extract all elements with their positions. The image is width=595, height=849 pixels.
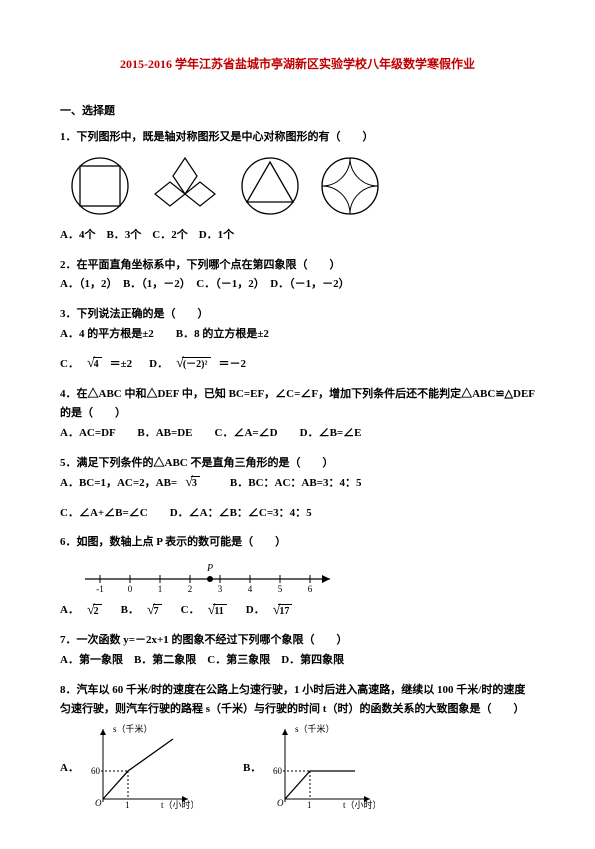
sqrt-2: √2 [87,604,102,619]
q3-text: 3．下列说法正确的是（ ） [60,305,535,325]
q1-figures [70,156,535,216]
svg-text:5: 5 [278,584,283,593]
svg-text:O: O [95,798,102,808]
svg-text:3: 3 [218,584,223,593]
svg-text:t（小时）: t（小时） [161,799,193,809]
q6-a: A． [60,601,79,621]
svg-text:6: 6 [308,584,313,593]
svg-text:O: O [277,798,284,808]
svg-text:1: 1 [125,800,130,809]
sqrt-7: √7 [147,604,162,619]
q8-charts: A． s（千米） t（小时） 60 1 O B． [60,724,535,809]
q1-text: 1．下列图形中，既是轴对称图形又是中心对称图形的有（ ） [60,128,535,148]
q6-text: 6．如图，数轴上点 P 表示的数可能是（ ） [60,533,535,553]
q3-c-prefix: C． [60,355,79,375]
q3-c-eq1: ＝±2 [110,355,133,375]
q8-label-a: A． [60,759,79,809]
svg-text:s（千米）: s（千米） [113,724,153,734]
q2-options: A．（1，2） B．（1，－2） C．（－1，2） D．（－1，－2） [60,275,535,295]
q2-text: 2．在平面直角坐标系中，下列哪个点在第四象限（ ） [60,256,535,276]
point-p-label: P [206,563,213,574]
q4-options: A．AC=DF B．AB=DE C．∠A=∠D D．∠B=∠E [60,424,535,444]
section-heading: 一、选择题 [60,102,535,118]
q1-fig-petals [320,156,380,216]
sqrt-3: √3 [185,476,200,491]
svg-text:0: 0 [128,584,133,593]
q8-chart-a: s（千米） t（小时） 60 1 O [83,724,193,809]
q8-chart-b: s（千米） t（小时） 60 1 O [265,724,375,809]
svg-text:1: 1 [307,800,312,809]
q1-fig-square-circle [70,156,130,216]
q6-numberline: -1 0 1 2 3 4 5 6 P [80,559,535,593]
svg-text:2: 2 [188,584,193,593]
q5-a-prefix: A．BC=1，AC=2，AB= [60,474,177,494]
q8-label-b: B． [243,759,261,809]
sqrt-4: √4 [87,357,102,372]
svg-text:60: 60 [91,766,101,776]
q1-fig-triangle-circle [240,156,300,216]
q1-fig-three-rhombi [150,156,220,216]
svg-text:60: 60 [273,766,283,776]
q6-b: B． [110,601,139,621]
sqrt-11: √11 [208,604,227,619]
svg-text:1: 1 [158,584,163,593]
q5-option-cd: C．∠A+∠B=∠C D．∠A：∠B：∠C=3：4：5 [60,504,535,524]
q5-text: 5．满足下列条件的△ABC 不是直角三角形的是（ ） [60,454,535,474]
q3-option-cd: C． √4 ＝±2 D． √(－2)² ＝－2 [60,355,535,375]
q6-options: A． √2 B． √7 C． √11 D． √17 [60,601,535,621]
sqrt-17: √17 [273,604,293,619]
q1-options: A．4个 B．3个 C．2个 D．1个 [60,226,535,246]
q7-text: 7．一次函数 y=－2x+1 的图象不经过下列哪个象限（ ） [60,631,535,651]
q6-d: D． [235,601,265,621]
q3-c-eq2: ＝－2 [219,355,247,375]
q8-text: 8．汽车以 60 千米/时的速度在公路上匀速行驶，1 小时后进入高速路，继续以 … [60,681,535,721]
q3-c-mid: D． [138,355,168,375]
svg-text:t（小时）: t（小时） [343,799,375,809]
sqrt-neg2sq: √(－2)² [176,357,210,372]
q4-text: 4．在△ABC 中和△DEF 中，已知 BC=EF，∠C=∠F，增加下列条件后还… [60,385,535,425]
svg-text:4: 4 [248,584,253,593]
svg-text:-1: -1 [96,584,104,593]
page-title: 2015-2016 学年江苏省盐城市亭湖新区实验学校八年级数学寒假作业 [60,55,535,72]
q6-c: C． [170,601,200,621]
q7-options: A．第一象限 B．第二象限 C．第三象限 D．第四象限 [60,651,535,671]
svg-text:s（千米）: s（千米） [295,724,335,734]
q5-option-ab: A．BC=1，AC=2，AB= √3 B．BC：AC：AB=3：4：5 [60,474,535,494]
q3-option-ab: A．4 的平方根是±2 B．8 的立方根是±2 [60,325,535,345]
q5-a-mid: B．BC：AC：AB=3：4：5 [208,474,362,494]
